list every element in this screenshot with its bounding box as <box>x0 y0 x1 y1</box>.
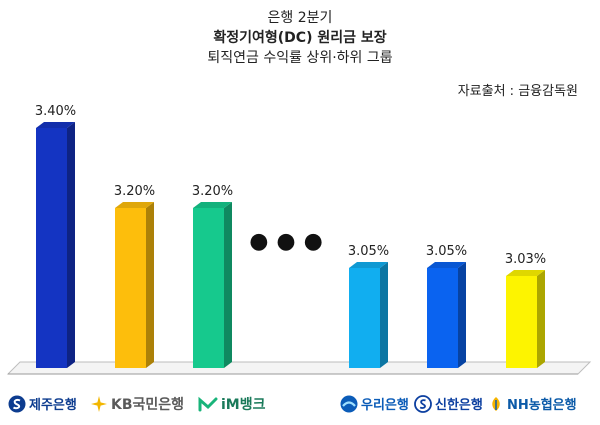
logo-shinhan: 신한은행 <box>414 394 483 413</box>
logo-jeju: 제주은행 <box>8 394 77 413</box>
chart-floor <box>6 361 592 375</box>
source-note: 자료출처 : 금융감독원 <box>457 84 578 99</box>
title-line-1: 은행 2분기 <box>267 10 333 26</box>
chart-title-block: 은행 2분기 확정기여형(DC) 원리금 보장 퇴직연금 수익률 상위·하위 그… <box>0 8 600 68</box>
bar-top-3 <box>349 262 388 268</box>
bar-chart: 3.40% 3.20% 3.20% 3.05% 3.05% 3.03% ●●● <box>6 104 592 375</box>
bar-0 <box>36 128 67 368</box>
logo-nh: NH농협은행 <box>488 394 577 413</box>
bar-top-1 <box>115 202 154 208</box>
data-label-1: 3.20% <box>114 184 155 199</box>
im-leaf-icon <box>198 396 218 412</box>
bar-3 <box>349 268 380 368</box>
bar-side-2 <box>224 202 232 368</box>
logo-woori: 우리은행 <box>340 394 409 413</box>
data-label-2: 3.20% <box>192 184 233 199</box>
bar-5 <box>506 276 537 368</box>
logo-im: iM뱅크 <box>198 394 266 414</box>
bar-2 <box>193 208 224 368</box>
bar-side-3 <box>380 262 388 368</box>
bar-top-4 <box>427 262 466 268</box>
jeju-s-icon <box>8 395 26 412</box>
bank-logo-row: 제주은행 KB국민은행 iM뱅크 우리은행 신한은행 NH농협은행 <box>0 394 600 420</box>
kb-star-icon <box>91 396 107 412</box>
bar-top-5 <box>506 270 545 276</box>
logo-kb: KB국민은행 <box>90 394 184 414</box>
bar-side-4 <box>458 262 466 368</box>
bar-side-5 <box>537 270 545 368</box>
bar-side-0 <box>67 122 75 368</box>
bar-1 <box>115 208 146 368</box>
bar-4 <box>427 268 458 368</box>
title-line-2: 확정기여형(DC) 원리금 보장 <box>213 30 387 46</box>
data-label-5: 3.03% <box>505 252 546 267</box>
shinhan-s-icon <box>414 394 432 413</box>
title-line-3: 퇴직연금 수익률 상위·하위 그룹 <box>207 50 393 66</box>
woori-sun-icon <box>340 395 358 412</box>
nh-leaf-icon <box>492 396 500 411</box>
data-label-3: 3.05% <box>348 244 389 259</box>
bar-top-0 <box>36 122 75 128</box>
bar-side-1 <box>146 202 154 368</box>
data-label-4: 3.05% <box>426 244 467 259</box>
gap-marker: ●●● <box>249 229 331 254</box>
data-label-0: 3.40% <box>35 104 76 119</box>
bar-top-2 <box>193 202 232 208</box>
